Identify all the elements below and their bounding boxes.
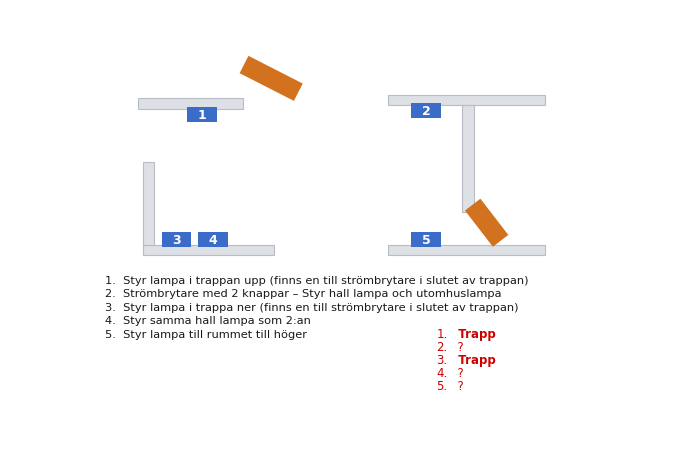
Bar bbox=[389, 95, 545, 106]
Bar bbox=[188, 108, 217, 123]
Bar bbox=[144, 245, 274, 256]
Text: 4.: 4. bbox=[436, 367, 447, 379]
Text: 2.  Strömbrytare med 2 knappar – Styr hall lampa och utomhuslampa: 2. Strömbrytare med 2 knappar – Styr hal… bbox=[104, 288, 501, 298]
Text: Trapp: Trapp bbox=[450, 327, 496, 340]
Text: 5.: 5. bbox=[436, 379, 447, 393]
Text: 4: 4 bbox=[209, 233, 218, 246]
Text: ?: ? bbox=[450, 367, 464, 379]
Bar bbox=[412, 104, 441, 119]
Text: 3.: 3. bbox=[436, 354, 447, 366]
Text: ?: ? bbox=[450, 340, 464, 354]
Text: 4.  Styr samma hall lampa som 2:an: 4. Styr samma hall lampa som 2:an bbox=[104, 315, 310, 325]
Text: 1: 1 bbox=[198, 109, 206, 122]
Text: ?: ? bbox=[450, 379, 464, 393]
Text: Trapp: Trapp bbox=[450, 354, 496, 366]
Text: 5: 5 bbox=[422, 233, 430, 246]
Text: 2.: 2. bbox=[436, 340, 447, 354]
Bar bbox=[138, 99, 242, 110]
Text: 1.: 1. bbox=[436, 327, 447, 340]
Text: 5.  Styr lampa till rummet till höger: 5. Styr lampa till rummet till höger bbox=[104, 329, 307, 339]
Bar bbox=[412, 232, 441, 248]
Text: 2: 2 bbox=[422, 105, 430, 118]
Text: 3.  Styr lampa i trappa ner (finns en till strömbrytare i slutet av trappan): 3. Styr lampa i trappa ner (finns en til… bbox=[104, 302, 518, 312]
Text: 1.  Styr lampa i trappan upp (finns en till strömbrytare i slutet av trappan): 1. Styr lampa i trappan upp (finns en ti… bbox=[104, 275, 528, 285]
Bar bbox=[144, 162, 154, 254]
Bar bbox=[462, 106, 474, 212]
Bar bbox=[162, 232, 191, 248]
Bar bbox=[198, 232, 228, 248]
Bar bbox=[389, 245, 545, 256]
Text: 3: 3 bbox=[172, 233, 181, 246]
